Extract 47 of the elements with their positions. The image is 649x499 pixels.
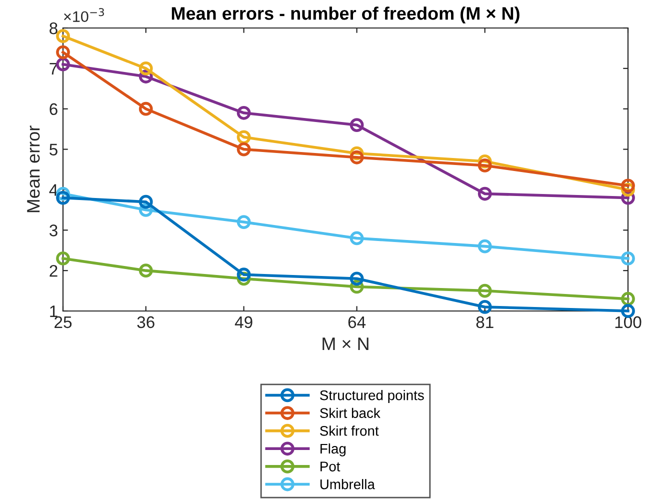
chart-title: Mean errors - number of freedom (M × N) bbox=[172, 6, 520, 24]
point bbox=[56, 45, 70, 60]
legend-label: Structured points bbox=[320, 390, 424, 403]
point bbox=[138, 264, 153, 278]
y-axis-title: Mean error bbox=[27, 126, 40, 212]
point bbox=[56, 251, 70, 266]
point bbox=[138, 102, 153, 116]
x-tick-label: 81 bbox=[476, 316, 494, 328]
y-tick-label: 2 bbox=[50, 264, 58, 277]
point bbox=[138, 61, 153, 76]
text: ×10$^{−3}$ bbox=[64, 8, 104, 22]
point bbox=[236, 142, 251, 156]
x-tick-label: 25 bbox=[54, 316, 72, 328]
x-tick-label: 49 bbox=[234, 316, 252, 328]
point bbox=[236, 106, 251, 120]
legend-label: Skirt front bbox=[320, 426, 379, 436]
point bbox=[350, 272, 364, 286]
point bbox=[478, 300, 492, 314]
legend-label: Umbrella bbox=[320, 479, 375, 490]
y-tick-label: 1 bbox=[50, 306, 58, 318]
y-tick-label: 8 bbox=[50, 22, 58, 34]
point bbox=[56, 190, 70, 205]
x-axis-title: M × N bbox=[322, 338, 368, 350]
point bbox=[236, 268, 251, 282]
y-tick-label: 4 bbox=[49, 184, 58, 196]
point bbox=[621, 178, 635, 193]
x-tick-label: 36 bbox=[137, 316, 154, 328]
legend-label: Skirt back bbox=[320, 408, 380, 418]
point bbox=[478, 284, 492, 298]
point bbox=[478, 158, 492, 172]
point bbox=[56, 29, 70, 44]
point bbox=[236, 215, 251, 229]
point bbox=[56, 57, 70, 72]
point bbox=[478, 239, 492, 254]
point bbox=[350, 150, 364, 164]
y-tick-label: 5 bbox=[50, 144, 58, 156]
point bbox=[350, 231, 364, 246]
point bbox=[350, 118, 364, 132]
point bbox=[478, 186, 492, 201]
x-tick-label: 100 bbox=[615, 316, 642, 328]
y-tick-label: 6 bbox=[50, 103, 58, 116]
x-tick-label: 64 bbox=[348, 316, 366, 328]
point bbox=[138, 194, 153, 209]
legend-label: Pot bbox=[320, 462, 340, 472]
legend-label: Flag bbox=[320, 443, 346, 456]
point bbox=[621, 251, 635, 266]
y-tick-label: 3 bbox=[50, 224, 58, 236]
